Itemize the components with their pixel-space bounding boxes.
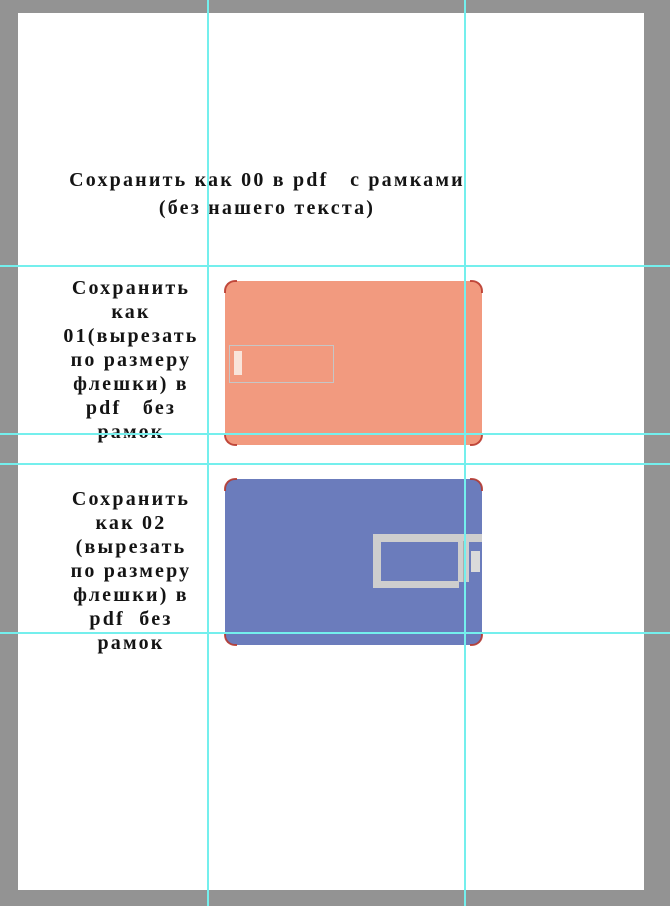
corner-cut-mark bbox=[224, 478, 237, 491]
note-line: по размеру bbox=[70, 349, 192, 371]
corner-cut-mark bbox=[470, 433, 483, 446]
drive-body-outline bbox=[373, 534, 482, 542]
instruction-note-00: Сохранить как 00 в pdf с рамками (без на… bbox=[47, 166, 487, 222]
note-line: pdf без bbox=[89, 608, 173, 630]
flash-card-salmon[interactable] bbox=[224, 280, 483, 446]
note-line: (вырезать bbox=[75, 536, 187, 558]
corner-cut-mark bbox=[224, 280, 237, 293]
note-line: рамок bbox=[97, 632, 165, 654]
guide-horizontal-card2-bottom[interactable] bbox=[0, 632, 670, 634]
note-line: Сохранить как 00 в pdf с рамками bbox=[69, 169, 465, 191]
guide-horizontal-card1-top[interactable] bbox=[0, 265, 670, 267]
corner-cut-mark bbox=[470, 478, 483, 491]
corner-cut-mark bbox=[224, 433, 237, 446]
flash-card-blue[interactable] bbox=[224, 478, 483, 646]
note-line: как 02 bbox=[95, 512, 167, 534]
note-line: Сохранить bbox=[71, 277, 191, 299]
instruction-note-02: Сохранить как 02 (вырезать по размеру фл… bbox=[45, 487, 217, 655]
guide-horizontal-card2-top[interactable] bbox=[0, 463, 670, 465]
note-line: pdf без bbox=[85, 397, 177, 419]
document-page: Сохранить как 00 в pdf с рамками (без на… bbox=[18, 13, 644, 890]
note-line: флешки) в bbox=[73, 584, 189, 606]
corner-cut-mark bbox=[470, 633, 483, 646]
drive-hinge bbox=[458, 541, 469, 582]
drive-body-outline bbox=[373, 534, 381, 588]
drive-body-outline bbox=[373, 581, 459, 588]
note-line: 01(вырезать bbox=[63, 325, 199, 347]
guide-vertical-right[interactable] bbox=[464, 0, 466, 906]
note-line: Сохранить bbox=[71, 488, 191, 510]
note-line: (без нашего текста) bbox=[158, 197, 376, 219]
usb-cutout-outline-icon bbox=[229, 345, 334, 383]
drive-hinge-seam bbox=[463, 541, 464, 582]
guide-horizontal-card1-bottom[interactable] bbox=[0, 433, 670, 435]
note-line: рамок bbox=[97, 421, 165, 443]
note-line: по размеру bbox=[70, 560, 192, 582]
drive-connector-tab bbox=[471, 551, 480, 572]
usb-connector-notch bbox=[234, 351, 242, 375]
guide-vertical-left[interactable] bbox=[207, 0, 209, 906]
usb-drive-outline-icon bbox=[373, 534, 482, 588]
note-line: флешки) в bbox=[73, 373, 189, 395]
instruction-note-01: Сохранить как 01(вырезать по размеру фле… bbox=[45, 276, 217, 444]
corner-cut-mark bbox=[224, 633, 237, 646]
note-line: как bbox=[111, 301, 151, 323]
corner-cut-mark bbox=[470, 280, 483, 293]
